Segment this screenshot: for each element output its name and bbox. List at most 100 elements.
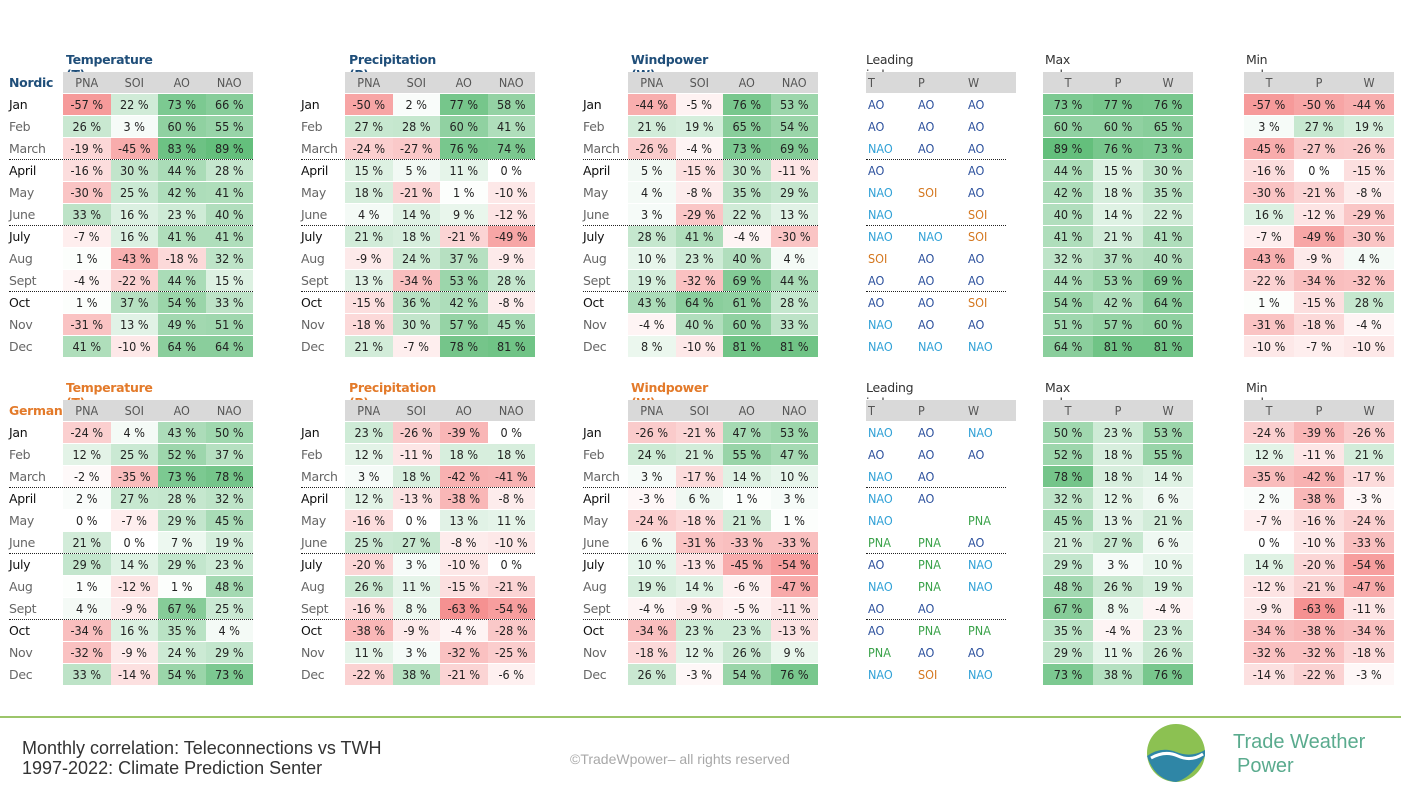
- max-value-cell: 6 %: [1143, 532, 1193, 553]
- correlation-cell: 28 %: [158, 488, 206, 509]
- correlation-cell: 67 %: [158, 598, 206, 619]
- min-value-cell: -21 %: [1294, 576, 1344, 597]
- correlation-cell: -31 %: [675, 532, 723, 553]
- correlation-cell: 15 %: [345, 160, 393, 181]
- min-value-cell: -33 %: [1344, 532, 1394, 553]
- correlation-cell: 23 %: [205, 554, 253, 575]
- leading-index-cell: NAO: [868, 469, 893, 484]
- correlation-cell: 42 %: [158, 182, 206, 203]
- correlation-cell: -28 %: [487, 620, 535, 641]
- correlation-cell: 28 %: [487, 270, 535, 291]
- correlation-cell: -11 %: [770, 598, 818, 619]
- correlation-cell: 54 %: [723, 664, 771, 685]
- row-separator: [583, 553, 818, 554]
- row-separator: [301, 553, 535, 554]
- month-label: March: [9, 469, 46, 484]
- max-value-cell: 32 %: [1043, 248, 1093, 269]
- correlation-cell: -18 %: [158, 248, 206, 269]
- correlation-cell: 27 %: [345, 116, 393, 137]
- month-label: April: [583, 163, 611, 178]
- leading-index-cell: AO: [968, 97, 985, 112]
- correlation-cell: 25 %: [345, 532, 393, 553]
- leading-index-cell: SOI: [968, 295, 988, 310]
- column-header-soi: SOI: [110, 400, 158, 421]
- leading-index-cell: AO: [918, 119, 935, 134]
- correlation-cell: -21 %: [440, 226, 488, 247]
- correlation-cell: 47 %: [770, 444, 818, 465]
- min-value-cell: -26 %: [1344, 138, 1394, 159]
- correlation-cell: 1 %: [158, 576, 206, 597]
- min-value-cell: 2 %: [1244, 488, 1294, 509]
- min-value-cell: -10 %: [1294, 532, 1344, 553]
- correlation-cell: 12 %: [63, 444, 111, 465]
- leading-index-cell: AO: [918, 601, 935, 616]
- correlation-cell: 43 %: [628, 292, 676, 313]
- footer-divider: [0, 716, 1401, 718]
- min-value-cell: -26 %: [1344, 422, 1394, 443]
- correlation-cell: 4 %: [205, 620, 253, 641]
- correlation-cell: -34 %: [392, 270, 440, 291]
- correlation-cell: -16 %: [63, 160, 111, 181]
- correlation-cell: -32 %: [675, 270, 723, 291]
- correlation-cell: 40 %: [675, 314, 723, 335]
- min-value-cell: -22 %: [1294, 664, 1344, 685]
- correlation-cell: 28 %: [628, 226, 676, 247]
- month-label: Oct: [9, 623, 30, 638]
- correlation-cell: -4 %: [628, 314, 676, 335]
- max-value-cell: 53 %: [1143, 422, 1193, 443]
- row-separator: [9, 291, 253, 292]
- correlation-cell: -21 %: [392, 182, 440, 203]
- month-label: July: [301, 557, 323, 572]
- month-label: July: [301, 229, 323, 244]
- correlation-cell: -10 %: [440, 554, 488, 575]
- max-value-cell: 38 %: [1093, 664, 1143, 685]
- leading-index-cell: NAO: [918, 229, 943, 244]
- correlation-cell: -29 %: [675, 204, 723, 225]
- min-value-cell: -42 %: [1294, 466, 1344, 487]
- max-value-cell: -4 %: [1093, 620, 1143, 641]
- min-value-cell: -20 %: [1294, 554, 1344, 575]
- max-value-cell: 42 %: [1043, 182, 1093, 203]
- correlation-cell: 43 %: [158, 422, 206, 443]
- min-header-w: W: [1344, 400, 1394, 421]
- correlation-cell: 21 %: [345, 226, 393, 247]
- max-header-p: P: [1093, 400, 1143, 421]
- correlation-cell: 78 %: [440, 336, 488, 357]
- row-separator: [301, 619, 535, 620]
- correlation-cell: 28 %: [205, 160, 253, 181]
- correlation-cell: -18 %: [628, 642, 676, 663]
- max-value-cell: 8 %: [1093, 598, 1143, 619]
- correlation-cell: -34 %: [628, 620, 676, 641]
- leading-index-cell: AO: [868, 557, 885, 572]
- correlation-cell: -24 %: [345, 138, 393, 159]
- row-separator: [583, 487, 818, 488]
- leading-index-cell: PNA: [918, 623, 941, 638]
- min-value-cell: -34 %: [1294, 270, 1344, 291]
- min-value-cell: -63 %: [1294, 598, 1344, 619]
- correlation-cell: 26 %: [628, 664, 676, 685]
- correlation-cell: -31 %: [63, 314, 111, 335]
- correlation-cell: 29 %: [770, 182, 818, 203]
- max-value-cell: 44 %: [1043, 160, 1093, 181]
- correlation-cell: 41 %: [675, 226, 723, 247]
- correlation-cell: 19 %: [628, 576, 676, 597]
- leading-index-cell: SOI: [968, 229, 988, 244]
- leading-header-p: P: [916, 400, 966, 421]
- min-value-cell: -45 %: [1244, 138, 1294, 159]
- correlation-cell: 24 %: [392, 248, 440, 269]
- correlation-cell: -22 %: [345, 664, 393, 685]
- correlation-cell: 33 %: [205, 292, 253, 313]
- month-label: July: [583, 229, 605, 244]
- max-value-cell: 89 %: [1043, 138, 1093, 159]
- min-value-cell: -9 %: [1244, 598, 1294, 619]
- correlation-cell: 53 %: [770, 94, 818, 115]
- leading-index-cell: SOI: [918, 185, 938, 200]
- leading-index-cell: AO: [918, 141, 935, 156]
- max-value-cell: 13 %: [1093, 510, 1143, 531]
- column-header-soi: SOI: [110, 72, 158, 93]
- correlation-cell: 44 %: [770, 270, 818, 291]
- leading-index-cell: NAO: [868, 491, 893, 506]
- row-separator: [583, 619, 818, 620]
- month-label: Feb: [583, 119, 605, 134]
- min-value-cell: -31 %: [1244, 314, 1294, 335]
